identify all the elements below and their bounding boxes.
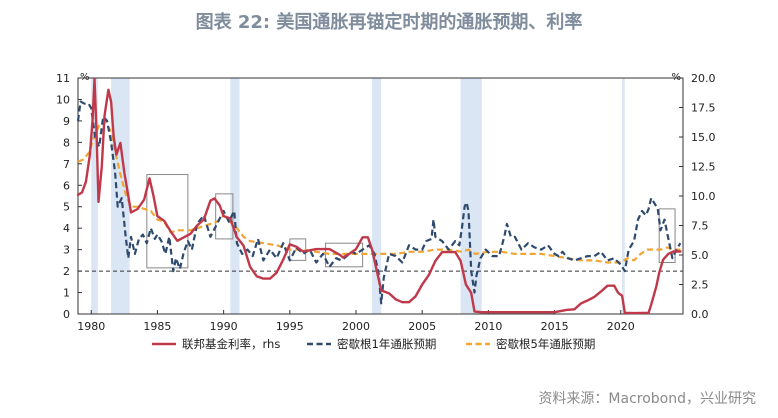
highlight-box [215, 193, 234, 240]
chart-title: 图表 22: 美国通胀再锚定时期的通胀预期、利率 [195, 12, 583, 33]
recession-bands [91, 78, 625, 314]
highlight-box [146, 174, 189, 269]
right-tick-label: 15.0 [691, 131, 716, 144]
axes: 0 1 2 3 4 5 6 7 8 9 10 11 % 0.0 2.5 5.0 7.5 10.0 12.5 15.0 1… [56, 72, 716, 333]
right-tick-label: 7.5 [691, 220, 709, 233]
legend-label: 联邦基金利率，rhs [182, 337, 280, 351]
x-tick-label: 1995 [276, 320, 304, 333]
right-tick-label: 0.0 [691, 308, 709, 321]
right-tick-label: 17.5 [691, 102, 716, 115]
x-tick-label: 2000 [342, 320, 370, 333]
source-note: 资料来源：Macrobond，兴业研究 [538, 391, 756, 407]
recession-band [230, 78, 240, 314]
left-tick-label: 3 [63, 244, 70, 257]
highlight-box [658, 208, 676, 264]
left-tick-label: 8 [63, 136, 70, 149]
legend: 联邦基金利率，rhs 密歇根1年通胀预期 密歇根5年通胀预期 [152, 337, 595, 351]
x-tick-label: 1990 [210, 320, 238, 333]
recession-band [460, 78, 482, 314]
left-tick-label: 0 [63, 308, 70, 321]
left-tick-label: 4 [63, 222, 70, 235]
right-tick-label: 10.0 [691, 190, 716, 203]
right-axis-unit: % [671, 72, 681, 83]
x-tick-label: 1980 [77, 320, 105, 333]
recession-band [91, 78, 98, 314]
series-lines [76, 77, 682, 315]
x-tick-label: 2015 [541, 320, 569, 333]
recession-band [111, 78, 130, 314]
left-tick-label: 9 [63, 115, 70, 128]
left-tick-label: 10 [56, 93, 70, 106]
x-tick-label: 2010 [474, 320, 502, 333]
x-tick-label: 2020 [607, 320, 635, 333]
left-tick-label: 1 [63, 287, 70, 300]
series-line [76, 77, 682, 315]
legend-label: 密歇根1年通胀预期 [337, 337, 436, 351]
left-axis-unit: % [80, 72, 90, 83]
recession-band [371, 78, 382, 314]
left-tick-label: 5 [63, 201, 70, 214]
left-tick-label: 2 [63, 265, 70, 278]
right-tick-label: 5.0 [691, 249, 709, 262]
left-tick-label: 7 [63, 158, 70, 171]
legend-label: 密歇根5年通胀预期 [496, 337, 595, 351]
right-tick-label: 12.5 [691, 161, 716, 174]
right-tick-label: 20.0 [691, 72, 716, 85]
left-tick-label: 11 [56, 72, 70, 85]
x-tick-label: 1985 [143, 320, 171, 333]
right-tick-label: 2.5 [691, 279, 709, 292]
left-tick-label: 6 [63, 179, 70, 192]
recession-band [622, 78, 625, 314]
x-tick-label: 2005 [408, 320, 436, 333]
series-line [77, 119, 681, 264]
